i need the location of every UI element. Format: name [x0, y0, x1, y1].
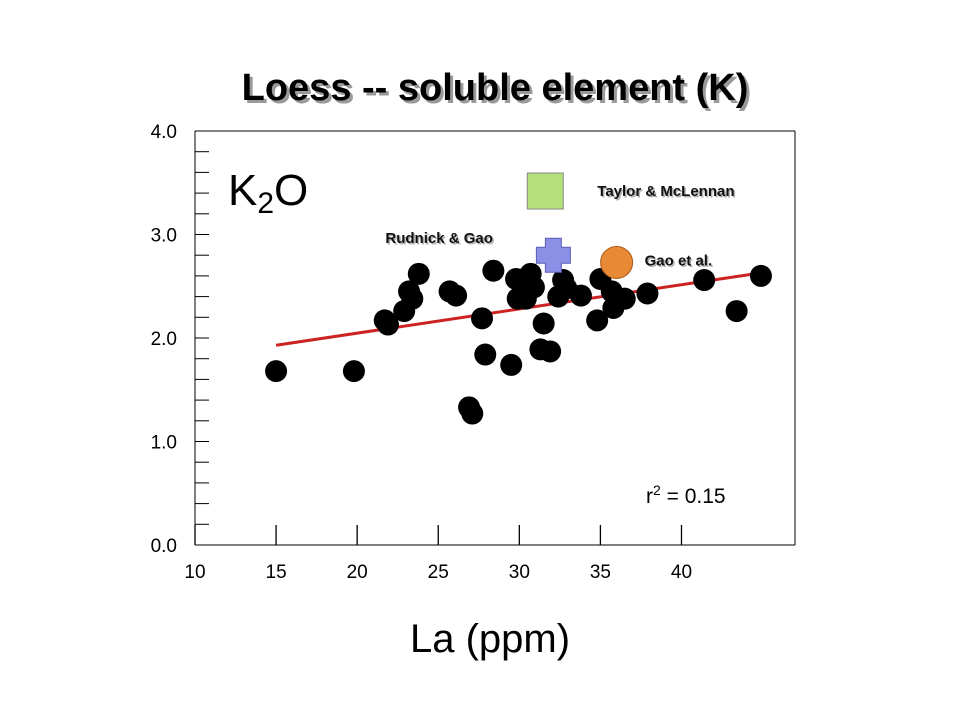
panel-label-k2o: K2O — [228, 166, 308, 220]
data-point — [749, 264, 772, 287]
data-point — [569, 284, 592, 307]
data-point — [401, 287, 424, 310]
data-point — [471, 307, 494, 330]
y-tick-label: 0.0 — [151, 536, 177, 557]
data-point — [693, 269, 716, 292]
data-point — [522, 276, 545, 299]
data-point — [342, 360, 365, 383]
panel-label-subscript: 2 — [257, 187, 274, 220]
x-tick-label: 30 — [509, 562, 530, 583]
reference-label-shadow: Gao et al. — [646, 254, 714, 271]
reference-marker-square — [526, 172, 564, 210]
chart-title-shadow: Loess -- soluble element (K) — [245, 70, 752, 112]
r-squared-annotation: r2 = 0.15 — [646, 482, 726, 508]
reference-label-shadow: Rudnick & Gao — [387, 232, 495, 249]
reference-marker-circle — [600, 245, 634, 279]
y-axis-ticks: 0.0 1.0 2.0 3.0 4.0 — [151, 122, 177, 557]
y-tick-label: 3.0 — [151, 226, 177, 247]
reference-label: Rudnick & Gao — [385, 230, 493, 247]
data-point — [461, 402, 484, 425]
x-tick-label: 40 — [671, 562, 692, 583]
regression-line — [275, 272, 755, 347]
panel-label-tail: O — [274, 166, 308, 215]
r2-value: = 0.15 — [661, 485, 726, 508]
plot-frame — [194, 130, 796, 546]
data-point — [532, 312, 555, 335]
reference-marker-cross — [535, 237, 571, 273]
chart-title-group: Loess -- soluble element (K) Loess -- so… — [242, 67, 752, 112]
data-point — [613, 287, 636, 310]
data-point — [482, 259, 505, 282]
data-points — [265, 259, 772, 425]
data-point — [376, 313, 399, 336]
x-axis-title: La (ppm) — [410, 617, 570, 661]
reference-markers — [526, 172, 634, 279]
data-point — [265, 360, 288, 383]
data-point — [636, 282, 659, 305]
chart-title: Loess -- soluble element (K) — [242, 67, 749, 109]
r2-label: r — [646, 485, 653, 508]
data-point — [539, 340, 562, 363]
reference-label: Gao et al. — [645, 252, 713, 269]
y-minor-ticks — [195, 130, 209, 546]
data-point — [500, 353, 523, 376]
panel-label-main: K — [228, 166, 257, 215]
y-tick-label: 4.0 — [151, 122, 177, 143]
y-tick-label: 1.0 — [151, 433, 177, 454]
x-axis-ticks: 10 15 20 25 30 35 40 — [184, 525, 692, 583]
reference-label-shadow: Taylor & McLennan — [599, 185, 736, 202]
data-point — [586, 309, 609, 332]
r2-superscript: 2 — [653, 482, 661, 498]
data-point — [474, 343, 497, 366]
data-point — [725, 300, 748, 323]
reference-label: Taylor & McLennan — [597, 183, 734, 200]
y-tick-label: 2.0 — [151, 329, 177, 350]
x-tick-label: 25 — [428, 562, 449, 583]
x-tick-label: 15 — [266, 562, 287, 583]
x-tick-label: 20 — [347, 562, 368, 583]
x-tick-label: 10 — [184, 562, 205, 583]
x-tick-label: 35 — [590, 562, 611, 583]
data-point — [407, 262, 430, 285]
data-point — [445, 284, 468, 307]
